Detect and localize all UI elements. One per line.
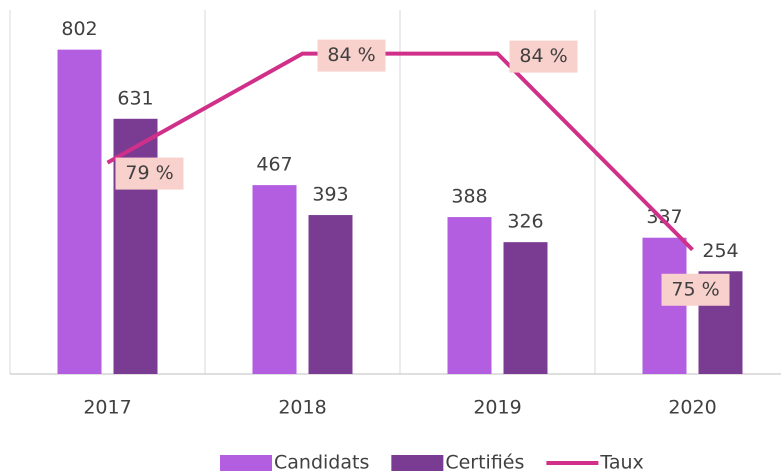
line-value-label: 84 %: [519, 45, 567, 67]
x-tick-label: 2018: [278, 397, 326, 419]
line-label-box: [115, 157, 184, 190]
bar: [57, 49, 102, 374]
line: [106, 51, 694, 252]
legend-label: Certifiés: [445, 452, 524, 473]
bar-value-label: 388: [451, 186, 487, 208]
bar: [447, 217, 492, 374]
line-value-label: 84 %: [327, 44, 375, 66]
x-tick-label: 2017: [83, 397, 131, 419]
legend-swatch: [220, 455, 272, 471]
x-tick-label: 2019: [473, 397, 521, 419]
bar-value-label: 802: [61, 18, 97, 40]
line-label-box: [317, 39, 386, 72]
bar: [503, 242, 548, 374]
line-value-label: 79 %: [125, 162, 173, 184]
line-label-box: [509, 40, 578, 73]
bar-value-label: 254: [702, 240, 738, 262]
legend-label: Taux: [599, 452, 643, 473]
bar-value-label: 467: [256, 154, 292, 176]
bar: [308, 215, 353, 374]
bar-value-label: 326: [507, 211, 543, 233]
bar-value-label: 393: [312, 184, 348, 206]
x-tick-label: 2020: [668, 397, 716, 419]
legend-swatch: [391, 455, 444, 471]
bar: [642, 237, 687, 374]
bar-value-label: 631: [117, 87, 153, 109]
legend-label: Candidats: [274, 452, 369, 473]
line-value-label: 75 %: [671, 278, 719, 300]
line-label-box: [661, 273, 730, 306]
bar: [252, 185, 297, 374]
